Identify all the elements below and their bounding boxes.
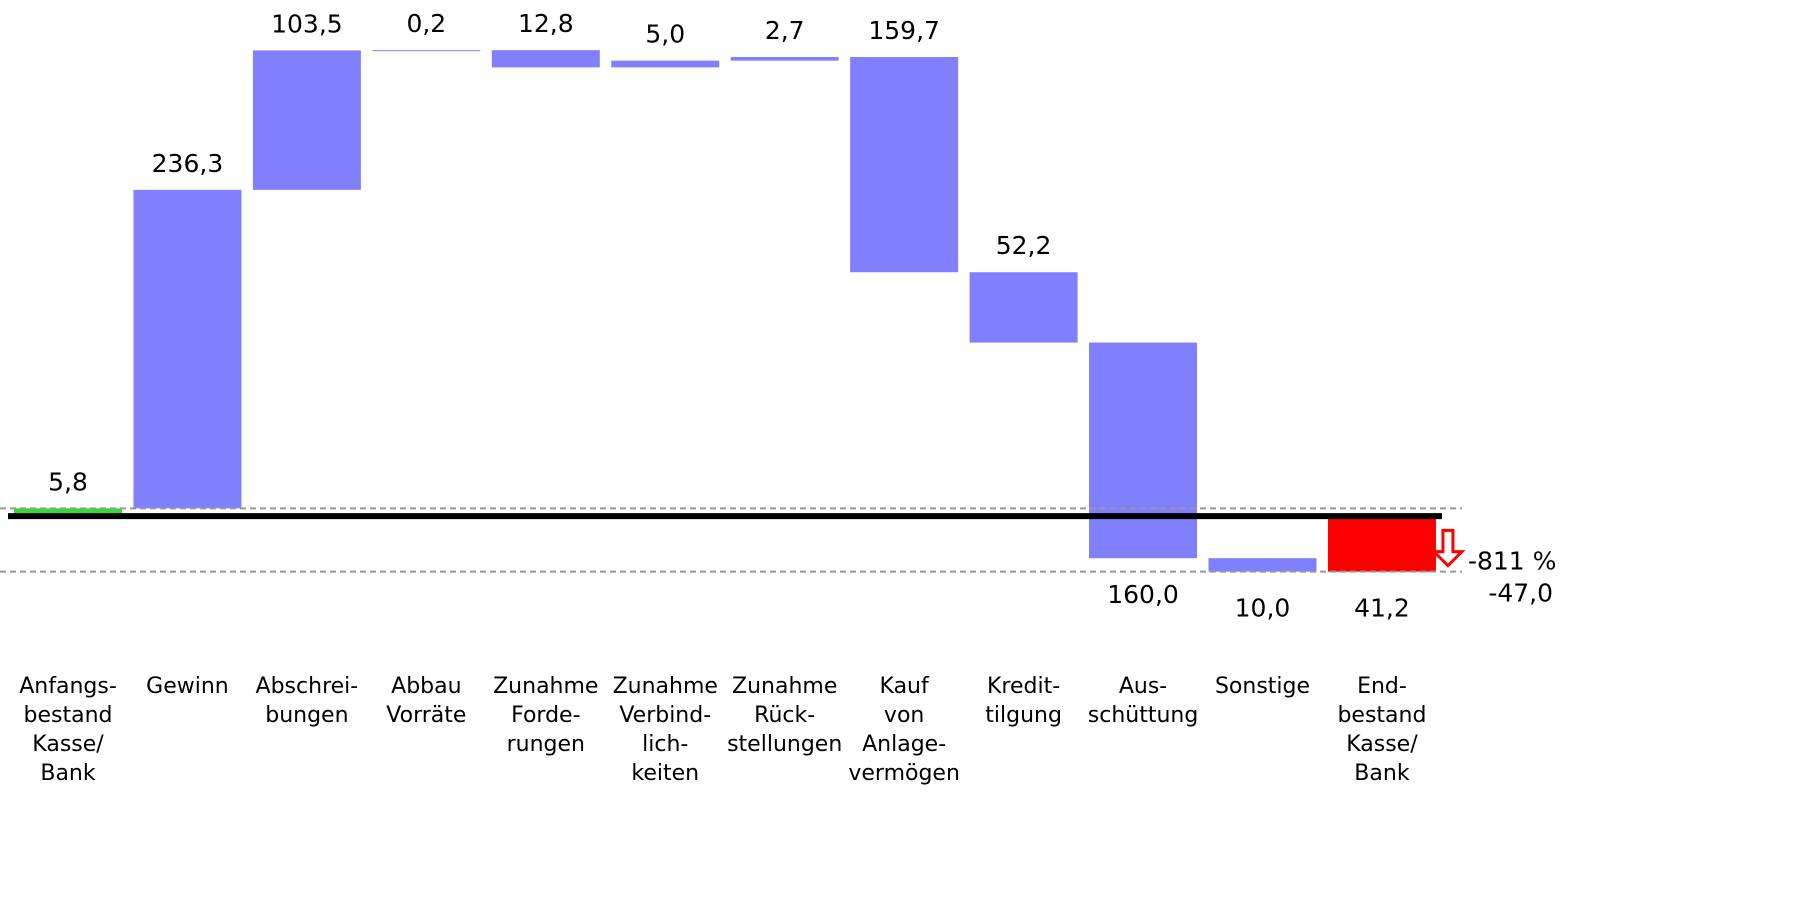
- value-label: 5,8: [48, 467, 88, 496]
- x-tick-label: Zunahme Rück- stellungen: [727, 674, 843, 757]
- bar: [1327, 516, 1436, 572]
- value-label: 2,7: [765, 16, 805, 45]
- value-label: 5,0: [645, 20, 685, 49]
- bar: [969, 272, 1078, 343]
- change-label: -47,0: [1488, 579, 1553, 608]
- x-tick-label: Aus- schüttung: [1087, 674, 1199, 728]
- bar: [14, 508, 122, 517]
- change-arrow: [1430, 528, 1466, 568]
- bar: [372, 50, 481, 52]
- x-tick-label: Gewinn: [146, 674, 229, 699]
- value-label: 160,0: [1107, 580, 1179, 609]
- x-tick-label: Sonstige: [1214, 674, 1311, 699]
- x-tick-label: Kauf von Anlage- vermögen: [848, 674, 960, 786]
- bar: [491, 50, 600, 68]
- value-label: 12,8: [518, 9, 574, 38]
- bar: [730, 57, 839, 61]
- value-label: 41,2: [1354, 594, 1410, 623]
- bar: [252, 50, 361, 190]
- bar: [850, 57, 959, 273]
- value-label: 52,2: [996, 231, 1052, 260]
- x-tick-label: Kredit- tilgung: [985, 674, 1062, 728]
- x-tick-label: Zunahme Verbind- lich- keiten: [612, 674, 718, 786]
- value-label: 159,7: [868, 16, 940, 45]
- value-label: 10,0: [1235, 594, 1291, 623]
- x-tick-label: End- bestand Kasse/ Bank: [1337, 674, 1427, 786]
- x-tick-label: Zunahme Forde- rungen: [493, 674, 599, 757]
- x-tick-label: Abschrei- bungen: [255, 674, 359, 728]
- bar: [1208, 558, 1317, 572]
- bar: [611, 60, 720, 68]
- change-pct-label: -811 %: [1468, 547, 1556, 576]
- value-label: 236,3: [152, 149, 224, 178]
- x-tick-label: Abbau Vorräte: [386, 674, 467, 728]
- bar: [133, 189, 242, 509]
- value-label: 103,5: [271, 9, 343, 38]
- value-label: 0,2: [406, 9, 446, 38]
- bar: [1089, 342, 1198, 559]
- x-tick-label: Anfangs- bestand Kasse/ Bank: [19, 674, 117, 786]
